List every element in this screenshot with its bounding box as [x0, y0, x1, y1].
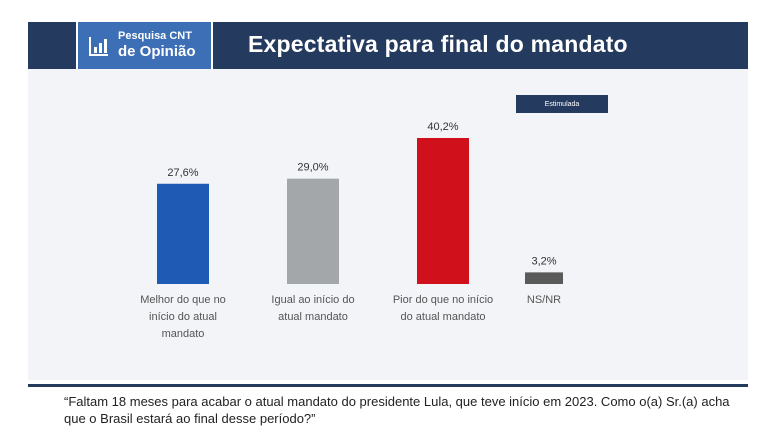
- category-label-0-0: Melhor do que no: [140, 294, 226, 306]
- stimulated-badge: Estimulada: [516, 95, 608, 113]
- value-label-3: 3,2%: [531, 255, 556, 267]
- bar-1: [287, 179, 339, 284]
- bar-0: [157, 184, 209, 284]
- survey-question: “Faltam 18 meses para acabar o atual man…: [64, 393, 744, 427]
- category-label-3-0: NS/NR: [527, 294, 561, 306]
- category-label-2-0: Pior do que no início: [393, 294, 493, 306]
- category-label-0-2: mandato: [162, 328, 205, 340]
- category-label-1-1: atual mandato: [278, 311, 348, 323]
- bar-chart: 27,6% Melhor do que no início do atual mand…: [0, 0, 775, 443]
- question-divider: [28, 384, 748, 387]
- bar-2: [417, 138, 469, 284]
- value-label-1: 29,0%: [297, 162, 328, 174]
- category-label-2-1: do atual mandato: [400, 311, 485, 323]
- bar-3: [525, 272, 563, 284]
- value-label-2: 40,2%: [427, 121, 458, 133]
- category-label-0-1: início do atual: [149, 311, 217, 323]
- category-label-1-0: Igual ao início do: [271, 294, 354, 306]
- value-label-0: 27,6%: [167, 167, 198, 179]
